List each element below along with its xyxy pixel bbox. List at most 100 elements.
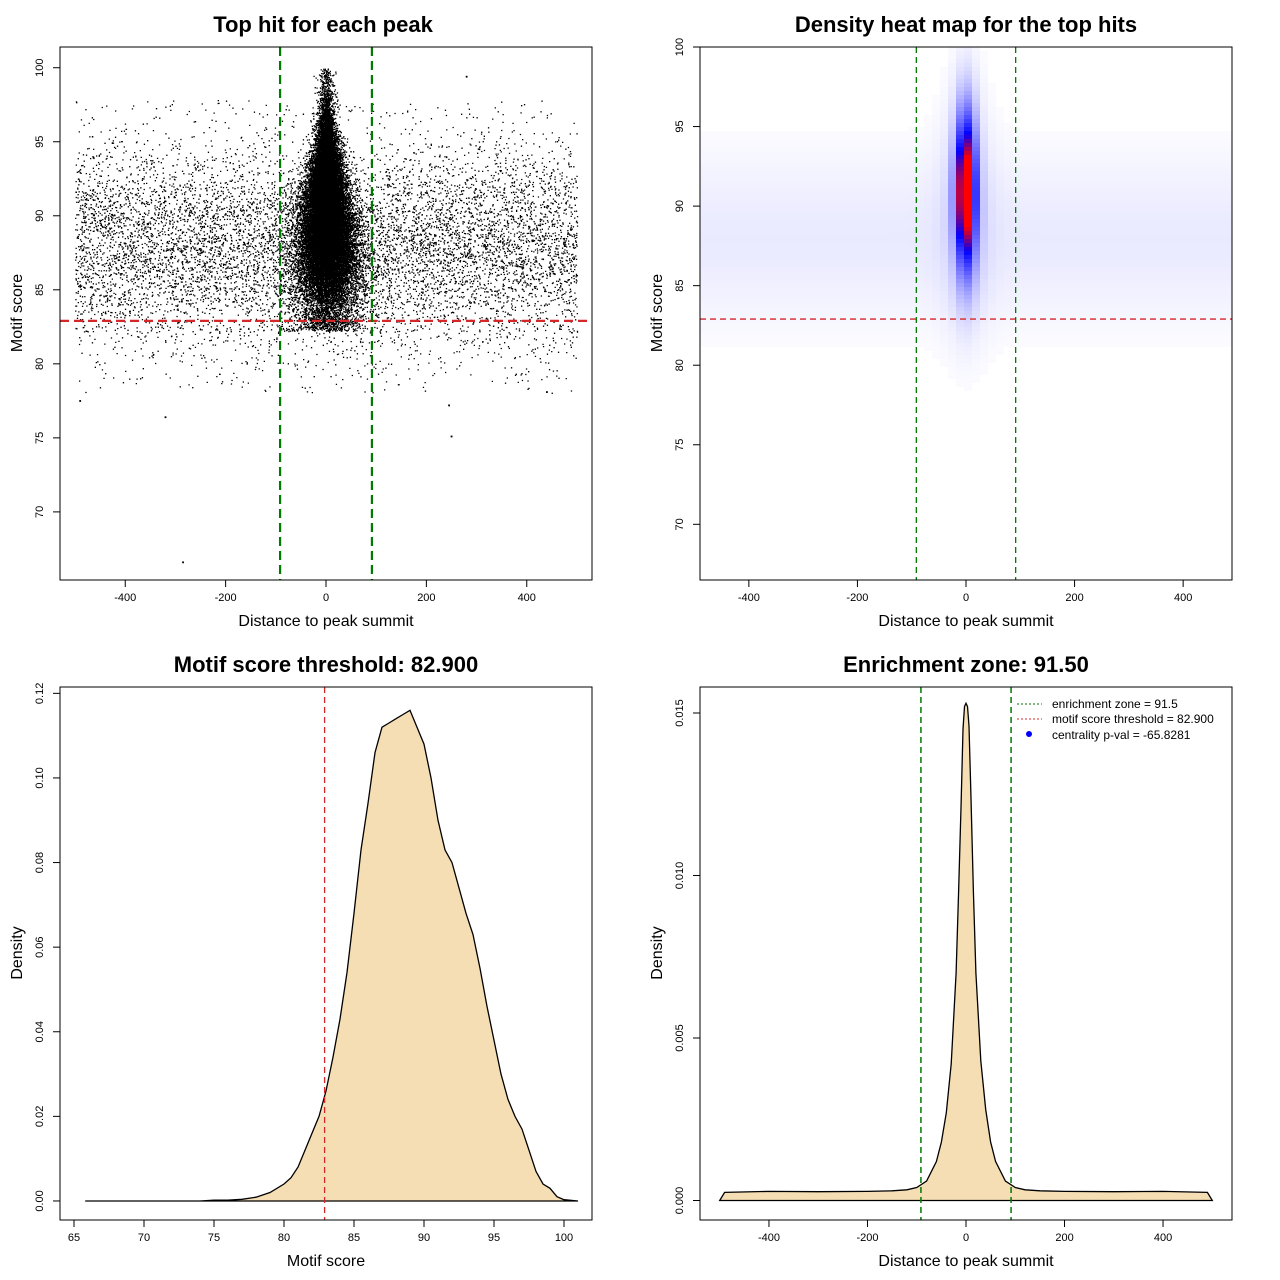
heatmap-cell <box>708 159 716 163</box>
heatmap-cell <box>884 219 892 223</box>
heatmap-cell <box>1164 203 1172 207</box>
heatmap-cell <box>948 351 956 355</box>
heatmap-cell <box>796 275 804 279</box>
heatmap-cell <box>924 339 932 343</box>
heatmap-cell <box>828 175 836 179</box>
heatmap-cell <box>732 163 740 167</box>
heatmap-cell <box>772 171 780 175</box>
x-tick-label: 0 <box>963 592 969 604</box>
heatmap-cell <box>1132 179 1140 183</box>
heatmap-cell <box>820 299 828 303</box>
heatmap-cell <box>916 271 924 275</box>
heatmap-cell <box>972 267 980 271</box>
heatmap-cell <box>1076 315 1084 319</box>
heatmap-cell <box>1068 295 1076 299</box>
heatmap-cell <box>988 243 996 247</box>
heatmap-cell <box>708 151 716 155</box>
heatmap-cell <box>1036 131 1044 135</box>
heatmap-cell <box>1172 263 1180 267</box>
heatmap-cell <box>980 243 988 247</box>
heatmap-cell <box>900 327 908 331</box>
heatmap-cell <box>1092 267 1100 271</box>
heatmap-cell <box>972 47 980 51</box>
heatmap-cell <box>1164 311 1172 315</box>
heatmap-cell <box>1212 335 1220 339</box>
heatmap-cell <box>820 335 828 339</box>
heatmap-cell <box>724 231 732 235</box>
heatmap-cell <box>1044 279 1052 283</box>
heatmap-cell <box>924 175 932 179</box>
heatmap-cell <box>1172 203 1180 207</box>
heatmap-reference-lines <box>700 47 1232 580</box>
heatmap-cell <box>1068 187 1076 191</box>
heatmap-cell <box>828 251 836 255</box>
heatmap-cell <box>1052 267 1060 271</box>
heatmap-cell <box>1140 275 1148 279</box>
heatmap-cell <box>996 219 1004 223</box>
heatmap-cell <box>1204 247 1212 251</box>
heatmap-cell <box>1100 191 1108 195</box>
heatmap-cell <box>780 235 788 239</box>
heatmap-cell <box>908 267 916 271</box>
heatmap-cell <box>868 295 876 299</box>
heatmap-cell <box>716 211 724 215</box>
heatmap-cell <box>1108 199 1116 203</box>
heatmap-cell <box>1220 151 1228 155</box>
heatmap-cell <box>1116 195 1124 199</box>
heatmap-cell <box>1180 279 1188 283</box>
heatmap-cell <box>988 115 996 119</box>
heatmap-cell <box>1084 167 1092 171</box>
heatmap-cell <box>708 291 716 295</box>
heatmap-cell <box>980 79 988 83</box>
heatmap-cell <box>988 99 996 103</box>
heatmap-cell <box>956 251 964 255</box>
heatmap-cell <box>916 339 924 343</box>
heatmap-cell <box>948 311 956 315</box>
heatmap-cell <box>956 263 964 267</box>
heatmap-cell <box>1044 143 1052 147</box>
heatmap-cell <box>740 343 748 347</box>
heatmap-cell <box>724 167 732 171</box>
heatmap-cell <box>1124 199 1132 203</box>
heatmap-cell <box>972 199 980 203</box>
heatmap-cell <box>1100 267 1108 271</box>
heatmap-cell <box>828 167 836 171</box>
heatmap-cell <box>1028 251 1036 255</box>
heatmap-cell <box>860 135 868 139</box>
heatmap-cell <box>756 275 764 279</box>
heatmap-cell <box>1140 263 1148 267</box>
heatmap-cell <box>972 87 980 91</box>
heatmap-cell <box>756 251 764 255</box>
heatmap-cell <box>764 287 772 291</box>
heatmap-cell <box>1044 199 1052 203</box>
heatmap-cell <box>1108 259 1116 263</box>
heatmap-cell <box>1100 171 1108 175</box>
heatmap-cell <box>972 351 980 355</box>
heatmap-cell <box>764 291 772 295</box>
heatmap-cell <box>932 163 940 167</box>
heatmap-cell <box>1044 195 1052 199</box>
heatmap-cell <box>716 295 724 299</box>
heatmap-cell <box>1212 171 1220 175</box>
heatmap-cell <box>820 315 828 319</box>
heatmap-cell <box>900 171 908 175</box>
heatmap-cell <box>900 179 908 183</box>
heatmap-cell <box>724 227 732 231</box>
heatmap-cell <box>1212 179 1220 183</box>
heatmap-cell <box>988 127 996 131</box>
heatmap-cell <box>780 135 788 139</box>
heatmap-cell <box>1004 175 1012 179</box>
heatmap-cell <box>988 355 996 359</box>
heatmap-cell <box>1028 139 1036 143</box>
heatmap-cell <box>1140 255 1148 259</box>
heatmap-cell <box>964 247 972 251</box>
heatmap-cell <box>940 339 948 343</box>
heatmap-cell <box>948 131 956 135</box>
heatmap-cell <box>1124 319 1132 323</box>
heatmap-cell <box>844 251 852 255</box>
heatmap-cell <box>972 115 980 119</box>
heatmap-cell <box>788 331 796 335</box>
heatmap-cell <box>980 327 988 331</box>
heatmap-cell <box>732 287 740 291</box>
heatmap-cell <box>940 127 948 131</box>
